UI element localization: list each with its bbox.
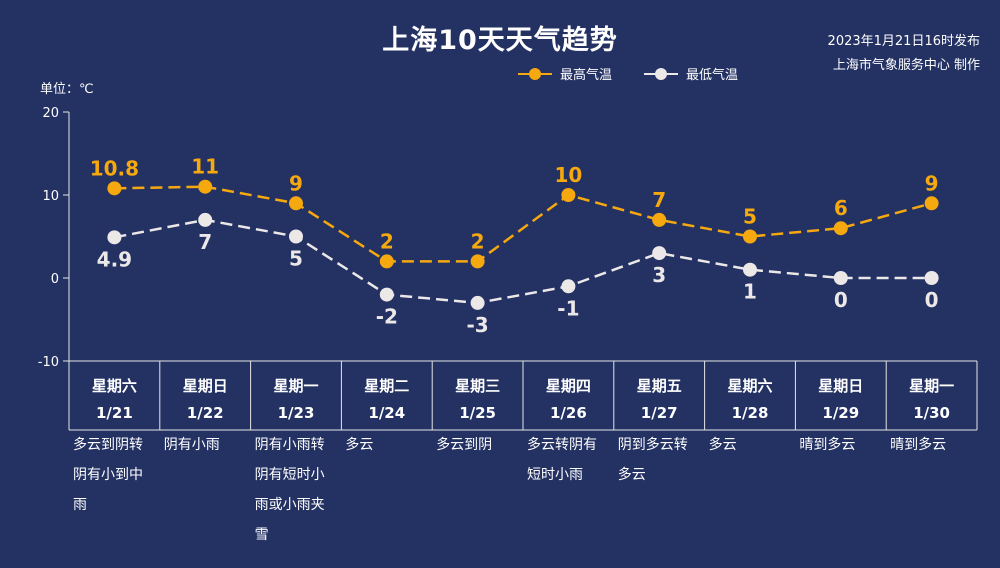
data-label-low: -2 [376,305,398,329]
weather-description: 阴有小雨 [163,437,220,453]
x-date-label: 1/27 [641,404,678,422]
data-point-low [833,271,848,285]
legend-item-high: 最高气温 [518,64,612,83]
publish-time: 2023年1月21日16时发布 [827,34,980,49]
x-date-label: 1/26 [550,404,587,422]
legend-label-low: 最低气温 [686,68,739,83]
data-label-high: 9 [925,171,939,195]
data-point-high [198,179,213,194]
legend-marker-low-icon [644,67,679,80]
data-point-high [107,181,122,196]
y-axis-unit-label: 单位：℃ [40,82,94,97]
weather-description: 阴到多云转多云 [617,437,688,483]
weather-description: 晴到多云 [799,437,856,453]
x-date-label: 1/21 [96,404,133,422]
y-tick-label: 10 [42,189,59,204]
data-label-high: 5 [743,205,757,229]
weather-description: 多云到阴 [436,437,493,453]
x-date-label: 1/24 [368,404,405,422]
data-label-high: 11 [191,155,219,179]
data-label-low: -3 [466,313,488,337]
series-line-low [114,218,932,305]
x-date-label: 1/25 [459,404,496,422]
x-date-label: 1/30 [913,404,950,422]
legend-marker-high-icon [518,67,552,80]
legend-label-high: 最高气温 [560,68,613,83]
x-category-label: 星期四 [546,377,591,395]
data-point-high [379,254,394,269]
x-category-label: 星期日 [183,377,228,395]
chart-legend: 最高气温 最低气温 [518,64,738,83]
chart-title: 上海10天天气趋势 [382,25,618,56]
data-point-high [289,196,303,211]
data-label-high: 2 [471,229,485,253]
series-line-high [114,185,932,263]
data-point-low [924,271,939,285]
weather-description: 阴有小雨转阴有短时小雨或小雨夹雪 [254,437,325,543]
weather-description: 多云转阴有短时小雨 [526,437,597,483]
data-label-high: 10 [554,163,582,187]
weather-description-row: 多云到阴转阴有小到中雨 阴有小雨 阴有小雨转阴有短时小雨或小雨夹雪 多云 多云到阴 多云转… [69,430,977,560]
x-category-label: 星期一 [909,377,954,395]
data-label-high: 9 [289,171,303,195]
data-point-low [743,262,757,277]
x-date-label: 1/23 [278,404,315,422]
x-category-label: 星期二 [364,377,409,395]
weather-description: 晴到多云 [890,437,947,453]
data-label-low: 5 [289,247,303,271]
data-point-low [470,295,485,310]
data-point-high [924,196,939,211]
x-category-label: 星期三 [455,377,500,395]
weather-description: 多云 [708,437,737,453]
data-point-high [652,212,667,227]
data-label-high: 10.8 [90,156,139,180]
data-label-low: -1 [557,296,579,320]
data-point-low [289,229,303,244]
data-label-low: 7 [198,230,212,254]
y-tick-label: -10 [38,355,59,370]
x-category-label: 星期六 [92,377,137,395]
data-point-low [561,279,576,294]
x-category-label: 星期日 [818,377,863,395]
x-category-label: 星期一 [273,377,318,395]
x-date-label: 1/28 [732,404,769,422]
data-point-high [561,188,576,202]
data-point-low [107,230,122,245]
weather-description: 多云 [345,437,374,453]
data-point-high [470,254,485,269]
y-tick-label: 20 [42,106,59,121]
y-tick-label: 0 [51,272,59,287]
publisher: 上海市气象服务中心 制作 [832,58,980,73]
legend-item-low: 最低气温 [644,64,738,83]
data-point-low [198,212,213,227]
x-date-label: 1/29 [822,404,859,422]
data-label-low: 4.9 [97,247,132,271]
x-category-label: 星期六 [727,377,772,395]
data-label-high: 6 [834,196,848,220]
publish-info: 2023年1月21日16时发布 上海市气象服务中心 制作 [828,30,980,78]
data-label-low: 3 [652,263,666,287]
data-label-low: 0 [834,288,848,312]
data-label-high: 2 [380,229,394,253]
weather-description: 多云到阴转阴有小到中雨 [73,437,143,513]
data-point-high [743,229,757,244]
data-point-high [833,221,848,236]
data-label-low: 1 [743,280,757,304]
x-category-label: 星期五 [637,377,682,395]
data-label-high: 7 [652,188,666,212]
data-point-low [379,287,394,302]
data-label-low: 0 [925,288,939,312]
x-date-label: 1/22 [187,404,224,422]
data-point-low [652,246,667,261]
